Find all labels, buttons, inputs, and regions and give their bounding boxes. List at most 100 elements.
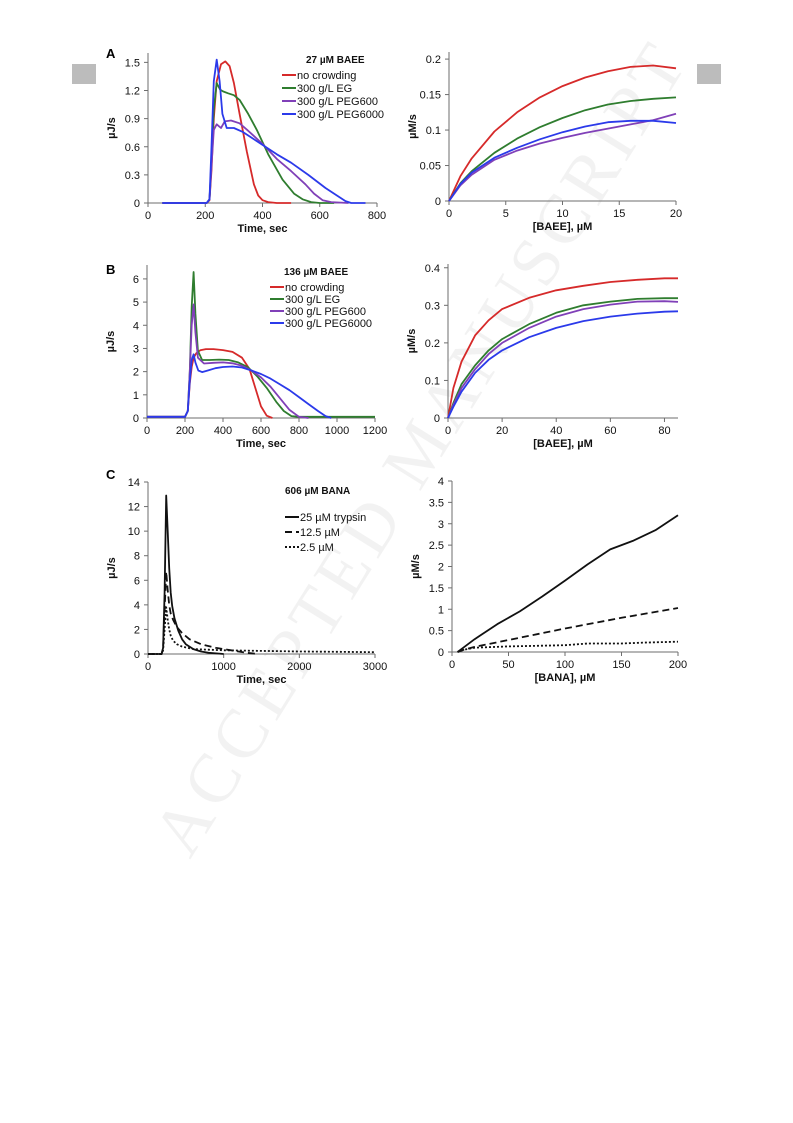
y-tick-label: 8	[134, 551, 140, 563]
chart-c-right: 0 0.5 1 1.5 2 2.5 3 3.5 4 0 50 100 150 200 [BANA], µM µ…	[410, 476, 687, 684]
y-axis-title: µM/s	[410, 554, 422, 579]
x-axis-title: Time, sec	[236, 438, 286, 450]
x-tick-label: 200	[196, 210, 214, 222]
x-tick-label: 600	[252, 425, 270, 437]
y-tick-label: 6	[133, 274, 139, 286]
y-tick-label: 0.05	[420, 161, 441, 173]
x-axis-title: [BANA], µM	[535, 672, 596, 684]
y-tick-label: 0	[435, 196, 441, 208]
x-tick-label: 100	[556, 659, 574, 671]
x-tick-label: 5	[503, 208, 509, 220]
x-tick-label: 0	[446, 208, 452, 220]
series-line-4	[447, 310, 679, 419]
series-line-1	[447, 277, 678, 419]
y-tick-label: 6	[134, 575, 140, 587]
y-tick-label: 10	[128, 526, 140, 538]
x-axis-title: Time, sec	[238, 223, 288, 235]
series-line-4	[448, 119, 677, 202]
series-line-3	[148, 606, 376, 655]
y-tick-label: 0	[133, 413, 139, 425]
y-tick-label: 0.3	[125, 170, 140, 182]
y-axis-title: µM/s	[406, 329, 418, 354]
y-tick-label: 3	[438, 519, 444, 531]
legend-label: 300 g/L PEG6000	[297, 109, 384, 121]
left-margin-tab	[72, 64, 96, 84]
series-line-4	[147, 353, 332, 419]
legend-label: 2.5 µM	[300, 542, 334, 554]
legend-label: 25 µM trypsin	[300, 512, 366, 524]
y-axis-title: µJ/s	[105, 331, 117, 353]
y-tick-label: 0.2	[426, 54, 441, 66]
y-tick-label: 0.6	[125, 142, 140, 154]
x-tick-label: 60	[604, 425, 616, 437]
chart-title: 606 µM BANA	[285, 486, 350, 497]
x-tick-label: 50	[502, 659, 514, 671]
series-line-1	[457, 514, 679, 653]
chart-a-right: 0 0.05 0.1 0.15 0.2 0 5 10 15 20 [BAEE], µM µM/s	[407, 52, 682, 233]
y-tick-label: 0	[134, 649, 140, 661]
series-line-3	[447, 300, 679, 419]
series-line-1	[162, 60, 292, 204]
x-tick-label: 15	[613, 208, 625, 220]
legend-label: 300 g/L PEG600	[285, 306, 366, 318]
x-tick-label: 3000	[363, 661, 387, 673]
chart-a-left: 0 0.3 0.6 0.9 1.2 1.5 0 200 400 600 800 Time, sec µJ…	[106, 53, 386, 235]
x-axis-title: [BAEE], µM	[533, 438, 593, 450]
x-tick-label: 0	[144, 425, 150, 437]
watermark: ACCEPTED MANUSCRIPT	[138, 27, 704, 869]
legend-label: 300 g/L EG	[297, 83, 352, 95]
right-margin-tab	[697, 64, 721, 84]
y-tick-label: 1.2	[125, 86, 140, 98]
panel-label-b: B	[106, 262, 115, 277]
y-tick-label: 2	[134, 624, 140, 636]
x-tick-label: 2000	[287, 661, 311, 673]
y-tick-label: 4	[134, 600, 140, 612]
x-tick-label: 40	[550, 425, 562, 437]
x-tick-label: 200	[176, 425, 194, 437]
series-line-2	[448, 96, 677, 202]
y-tick-label: 0.1	[426, 125, 441, 137]
x-tick-label: 1000	[325, 425, 349, 437]
x-tick-label: 0	[445, 425, 451, 437]
y-tick-label: 1	[133, 390, 139, 402]
legend-label: no crowding	[285, 282, 344, 294]
x-axis-title: [BAEE], µM	[533, 221, 593, 233]
legend-label: 300 g/L PEG6000	[285, 318, 372, 330]
x-tick-label: 800	[290, 425, 308, 437]
series-line-1	[448, 64, 677, 202]
chart-title: 136 µM BAEE	[284, 267, 348, 278]
y-axis-title: µJ/s	[106, 557, 118, 579]
y-tick-label: 14	[128, 477, 140, 489]
series-line-2	[447, 297, 678, 419]
chart-b-right: 0 0.1 0.2 0.3 0.4 0 20 40 60 80 [BAEE], µM µM/s	[406, 263, 679, 450]
x-tick-label: 600	[311, 210, 329, 222]
y-axis-title: µJ/s	[106, 117, 118, 139]
y-tick-label: 0.9	[125, 114, 140, 126]
x-tick-label: 800	[368, 210, 386, 222]
x-tick-label: 0	[449, 659, 455, 671]
panel-label-c: C	[106, 467, 116, 482]
y-tick-label: 1	[438, 604, 444, 616]
series-line-1	[148, 494, 224, 655]
y-axis-title: µM/s	[407, 114, 419, 139]
chart-title: 27 µM BAEE	[306, 55, 365, 66]
y-tick-label: 0.1	[425, 375, 440, 387]
y-tick-label: 2	[438, 562, 444, 574]
x-tick-label: 80	[658, 425, 670, 437]
y-tick-label: 0.2	[425, 338, 440, 350]
x-tick-label: 200	[669, 659, 687, 671]
y-tick-label: 2	[133, 367, 139, 379]
y-tick-label: 4	[438, 476, 444, 488]
series-line-2	[148, 570, 258, 655]
y-tick-label: 12	[128, 502, 140, 514]
y-tick-label: 0.4	[425, 263, 440, 275]
panel-label-a: A	[106, 46, 116, 61]
legend-label: 300 g/L EG	[285, 294, 340, 306]
series-line-3	[457, 640, 679, 653]
series-line-2	[457, 607, 679, 653]
chart-b-left: 0 1 2 3 4 5 6 0 200 400 600 800 1000 1200 Time, sec µJ/…	[105, 265, 387, 450]
y-tick-label: 0.5	[429, 626, 444, 638]
x-tick-label: 1000	[211, 661, 235, 673]
y-tick-label: 0.3	[425, 300, 440, 312]
